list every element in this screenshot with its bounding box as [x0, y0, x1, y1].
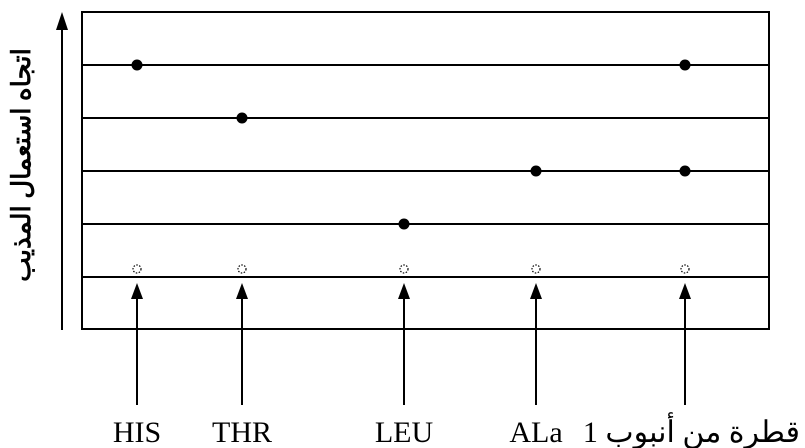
column-5: قطرة من أنبوب 1: [583, 59, 800, 448]
solvent-axis-label: اتجاه استعمال المذيب: [7, 48, 36, 282]
column-label: THR: [212, 416, 272, 448]
origin-spot: [399, 264, 409, 274]
columns-layer: HIS THR LEU ALa قطرة من أنبوب 1: [113, 59, 800, 448]
sample-arrow-head: [398, 283, 410, 299]
solvent-arrow-head: [56, 12, 68, 30]
column-label: LEU: [375, 416, 434, 448]
grid-lines: [82, 64, 769, 278]
column-3: LEU: [375, 218, 434, 448]
origin-spot: [237, 264, 247, 274]
result-spot: [131, 59, 143, 71]
sample-arrow-head: [131, 283, 143, 299]
column-label: قطرة من أنبوب 1: [583, 412, 800, 448]
column-4: ALa: [509, 165, 563, 448]
column-1: HIS: [113, 59, 161, 448]
sample-arrow-head: [679, 283, 691, 299]
result-spot: [530, 165, 542, 177]
column-label: HIS: [113, 416, 161, 448]
origin-spot: [132, 264, 142, 274]
column-label: ALa: [509, 416, 562, 448]
sample-arrow-head: [236, 283, 248, 299]
sample-arrow-head: [530, 283, 542, 299]
origin-spot: [680, 264, 690, 274]
result-spot: [679, 59, 691, 71]
origin-spot: [531, 264, 541, 274]
result-spot: [236, 112, 248, 124]
column-2: THR: [212, 112, 272, 448]
result-spot: [398, 218, 410, 230]
result-spot: [679, 165, 691, 177]
solvent-direction-arrow: [56, 12, 68, 330]
